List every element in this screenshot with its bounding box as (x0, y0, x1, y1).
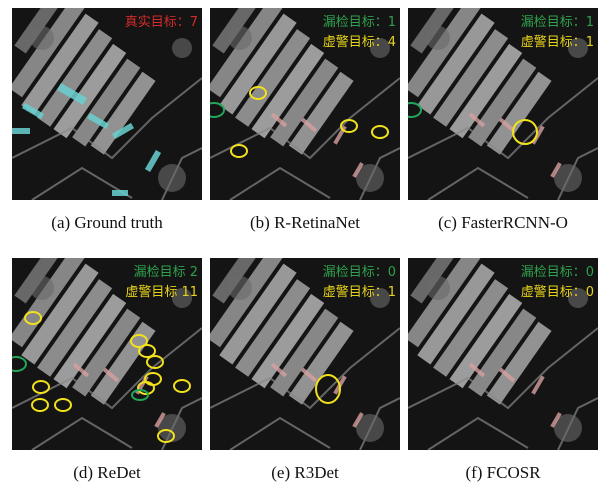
annotation: 真实目标：7 (125, 15, 198, 30)
panel: 漏检目标：0 虚警目标：1 (186, 230, 400, 450)
annotation: 漏检目标：0 (521, 264, 594, 280)
annotation: 漏检目标：1 (323, 14, 396, 30)
panel: 漏检目标：1 虚警目标：4 (186, 0, 400, 200)
panel: 真实目标：7 (0, 0, 202, 200)
annotation: 虚警目标 11 (125, 284, 198, 300)
caption: (a) Ground truth (51, 213, 163, 232)
caption: (d) ReDet (73, 463, 141, 482)
caption: (e) R3Det (271, 463, 339, 482)
figure: 真实目标：7 (a) Ground truth 漏检目标：1 虚警目标：4 (b… (0, 0, 601, 491)
caption: (f) FCOSR (465, 463, 541, 482)
caption: (b) R-RetinaNet (250, 213, 360, 232)
annotation: 漏检目标：1 (521, 14, 594, 30)
panel: 漏检目标：0 虚警目标：0 (384, 230, 598, 450)
annotation: 虚警目标：0 (521, 284, 594, 300)
annotation: 漏检目标：0 (323, 264, 396, 280)
annotation: 虚警目标：1 (323, 284, 396, 300)
caption: (c) FasterRCNN-O (438, 213, 568, 232)
annotation: 虚警目标：1 (521, 34, 594, 50)
annotation: 虚警目标：4 (323, 34, 396, 50)
panel: 漏检目标：1 虚警目标：1 (384, 0, 598, 200)
panel: 漏检目标 2 虚警目标 11 (0, 230, 202, 450)
annotation: 漏检目标 2 (134, 264, 198, 280)
